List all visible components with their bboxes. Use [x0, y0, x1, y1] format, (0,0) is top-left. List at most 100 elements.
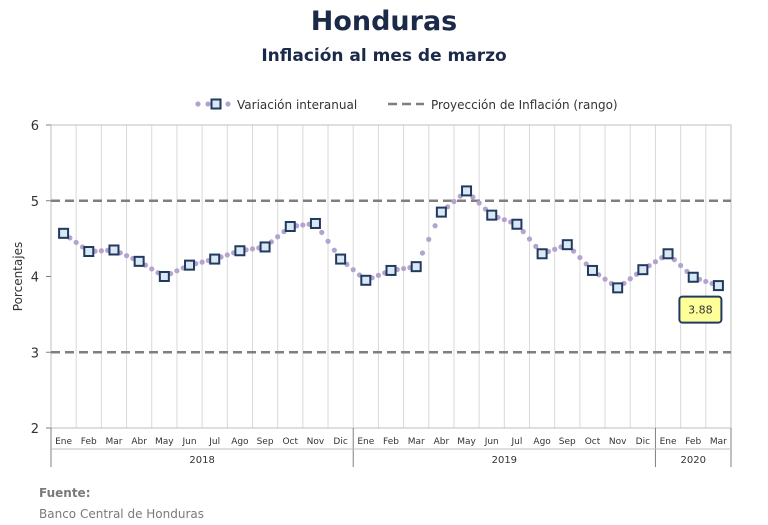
data-point-marker: [410, 261, 422, 273]
series-connector-dot: [652, 259, 659, 265]
y-tick-label: 3: [31, 346, 39, 361]
x-tick-label-month: Mar: [105, 437, 122, 447]
data-point-marker: [259, 241, 271, 253]
x-tick-label-month: Ene: [660, 437, 677, 447]
x-tick-label-month: Feb: [81, 437, 97, 447]
y-tick-label: 5: [31, 195, 39, 210]
data-point-marker: [58, 227, 70, 239]
x-tick-label-month: Nov: [307, 437, 325, 447]
legend-swatch-dot: [225, 101, 231, 107]
x-tick-label-month: Ago: [231, 437, 249, 447]
x-tick-label-month: Sep: [559, 437, 576, 447]
x-tick-label-month: Ene: [357, 437, 374, 447]
x-tick-label-month: Mar: [408, 437, 425, 447]
series-connector-dot: [174, 268, 180, 274]
series-connector-dot: [432, 223, 438, 229]
legend-swatch-dot: [195, 101, 201, 107]
data-point-marker: [461, 185, 473, 197]
series-connector-dot: [319, 229, 325, 235]
y-tick-label: 2: [31, 422, 39, 437]
data-point-marker: [612, 282, 624, 294]
y-axis-label: Porcentajes: [11, 242, 25, 311]
data-point-marker: [360, 274, 372, 286]
data-point-marker: [184, 259, 196, 271]
x-tick-label-month: Abr: [434, 437, 450, 447]
series-connector-dot: [249, 246, 256, 252]
annotation-callout-label: 3.88: [688, 304, 713, 317]
series-connector-dot: [426, 236, 432, 242]
data-point-marker: [511, 218, 523, 230]
x-tick-label-month: Feb: [383, 437, 399, 447]
x-tick-label-month: Oct: [282, 437, 298, 447]
series-connector-dot: [331, 247, 337, 253]
legend-label-variacion: Variación interanual: [237, 98, 357, 112]
series-connector-dot: [703, 278, 709, 285]
series-connector-dot: [275, 234, 281, 240]
data-point-marker: [435, 206, 447, 218]
data-point-marker: [209, 253, 221, 265]
data-point-marker: [662, 248, 674, 260]
x-tick-label-month: Ene: [55, 437, 72, 447]
series-connector-dot: [501, 217, 507, 223]
data-point-marker: [637, 264, 649, 276]
annotation-callout-box: [678, 295, 723, 324]
data-point-marker: [335, 253, 347, 265]
series-connector-dot: [577, 254, 583, 261]
series-connector-dot: [533, 243, 539, 249]
inflation-line-chart: 2 3 4 5 6 Porcentajes 3.88 Ene Feb Mar Abr May Jun Ju…: [11, 98, 732, 467]
series-connector-dot: [602, 276, 608, 282]
series-connector-dot: [526, 236, 533, 242]
series-connector-dot: [375, 272, 382, 278]
data-point-marker: [133, 255, 145, 267]
chart-title: Honduras: [310, 6, 458, 37]
data-point-marker: [712, 280, 724, 292]
legend-label-proyeccion: Proyección de Inflación (rango): [431, 98, 618, 112]
series-connector-dot: [451, 198, 457, 205]
legend-swatch-marker: [210, 98, 222, 110]
x-tick-label-year: 2020: [680, 455, 705, 466]
source-text: Banco Central de Honduras: [39, 507, 204, 521]
x-tick-label-month: Jul: [510, 437, 522, 447]
chart-subtitle: Inflación al mes de marzo: [261, 46, 507, 66]
x-tick-label-month: Ago: [533, 437, 551, 447]
x-tick-label-month: Abr: [131, 437, 147, 447]
series-connector-dot: [300, 222, 306, 228]
x-tick-label-month: Jun: [181, 437, 196, 447]
series-connector-dot: [627, 276, 633, 282]
series-connector-dot: [149, 266, 155, 272]
x-tick-label-month: Dic: [333, 437, 347, 447]
x-tick-label-month: Oct: [585, 437, 601, 447]
x-tick-label-month: Jun: [484, 437, 499, 447]
data-point-marker: [486, 209, 498, 221]
y-tick-label: 4: [31, 271, 39, 286]
data-point-marker: [284, 221, 296, 233]
x-tick-label-month: May: [457, 437, 476, 447]
series-connector-dot: [224, 252, 230, 258]
data-point-marker: [687, 271, 699, 283]
x-tick-label-month: Nov: [609, 437, 627, 447]
series-connector-dot: [476, 200, 482, 206]
x-tick-label-month: Jul: [208, 437, 220, 447]
series-connector-dot: [419, 250, 426, 256]
series-connector-dot: [199, 259, 205, 265]
series-connector-dot: [400, 265, 407, 272]
series-connector-dot: [350, 267, 356, 273]
y-tick-label: 6: [31, 119, 39, 134]
data-point-marker: [158, 271, 170, 282]
series-connector-dot: [73, 239, 79, 246]
x-tick-label-month: Mar: [710, 437, 727, 447]
x-tick-label-month: Dic: [636, 437, 650, 447]
source-label: Fuente:: [39, 486, 91, 500]
x-tick-label-month: Sep: [257, 437, 274, 447]
series-connector-dot: [678, 262, 684, 269]
x-tick-label-month: Feb: [685, 437, 701, 447]
legend-swatch-dot: [205, 101, 211, 107]
series-connector-dot: [123, 253, 130, 259]
series-connector-dot: [98, 248, 104, 254]
data-point-marker: [234, 245, 246, 257]
data-point-marker: [83, 246, 95, 258]
series-connector-dot: [325, 238, 331, 244]
data-point-marker: [108, 244, 120, 256]
x-tick-label-year: 2018: [189, 455, 214, 466]
data-point-marker: [586, 264, 598, 276]
